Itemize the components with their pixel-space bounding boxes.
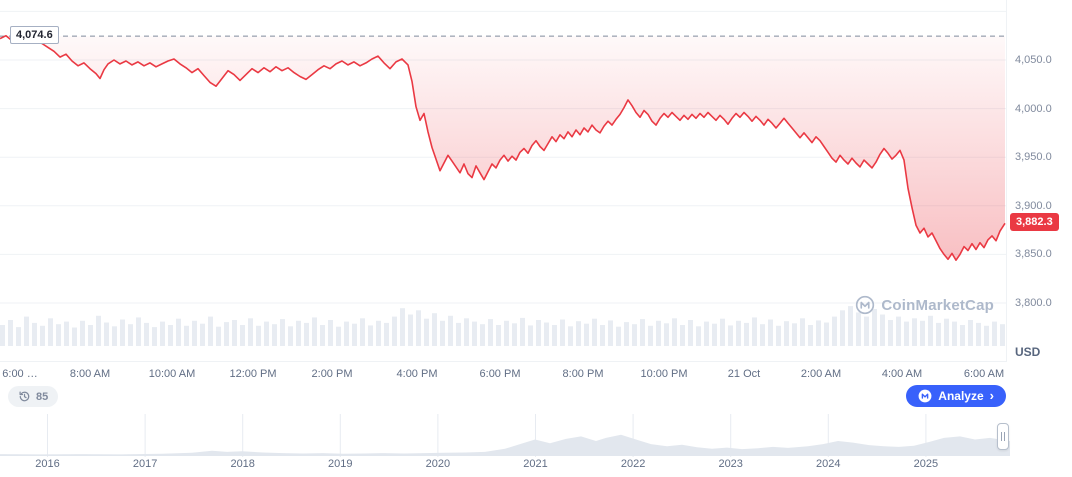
time-axis-label: 10:00 AM — [148, 368, 196, 380]
coinmarketcap-watermark: CoinMarketCap — [855, 295, 994, 315]
analyze-button[interactable]: Analyze › — [906, 385, 1006, 407]
watermark-text: CoinMarketCap — [881, 296, 994, 314]
price-axis-label: 3,900.0 — [1015, 199, 1052, 212]
price-axis-label: 3,950.0 — [1015, 151, 1052, 164]
coinmarketcap-logo-icon — [856, 295, 875, 315]
time-axis-label: 10:00 PM — [640, 368, 688, 380]
history-count: 85 — [36, 390, 49, 403]
price-axis[interactable]: 3,882.3 USD 4,050.0 4,000.0 3,950.0 3,900.0… — [1008, 0, 1072, 362]
navigator-year-label: 2022 — [620, 458, 646, 470]
navigator-chart[interactable] — [0, 414, 1010, 458]
time-axis[interactable]: 6:00 … 8:00 AM 10:00 AM 12:00 PM 2:00 PM 4:00… — [0, 363, 1007, 385]
navigator-year-label: 2023 — [718, 458, 743, 470]
range-navigator[interactable] — [0, 414, 1010, 458]
price-axis-label: 3,850.0 — [1015, 248, 1052, 261]
time-axis-label: 2:00 AM — [800, 368, 842, 380]
time-axis-label: 6:00 PM — [479, 368, 521, 380]
navigator-year-label: 2018 — [230, 458, 255, 470]
price-chart[interactable] — [0, 0, 1007, 362]
time-axis-label: 6:00 AM — [963, 368, 1005, 380]
open-price-label: 4,074.6 — [10, 26, 59, 45]
navigator-year-label: 2019 — [328, 458, 353, 470]
main-chart-area: 4,074.6 CoinMarketCap — [0, 0, 1007, 362]
time-axis-label: 4:00 PM — [396, 368, 438, 380]
navigator-right-handle[interactable] — [997, 423, 1009, 450]
time-axis-label: 21 Oct — [727, 368, 761, 380]
navigator-year-label: 2021 — [523, 458, 548, 470]
time-axis-label: 6:00 … — [2, 368, 38, 380]
navigator-year-label: 2025 — [913, 458, 939, 470]
navigator-year-label: 2017 — [132, 458, 158, 470]
history-icon — [19, 391, 30, 402]
time-axis-label: 4:00 AM — [881, 368, 923, 380]
navigator-year-label: 2024 — [816, 458, 841, 470]
time-axis-label: 8:00 PM — [562, 368, 604, 380]
analyze-label: Analyze — [938, 389, 984, 403]
navigator-year-label: 2020 — [425, 458, 451, 470]
chevron-right-icon: › — [989, 388, 994, 403]
current-price-badge: 3,882.3 — [1010, 213, 1059, 231]
bar-replay-button[interactable]: 85 — [8, 386, 59, 407]
cmc-logo-icon — [918, 389, 932, 403]
navigator-years: 2016 2017 2018 2019 2020 2021 2022 2023 2024 2025 — [0, 458, 1010, 474]
price-axis-label: 4,050.0 — [1015, 54, 1052, 66]
time-axis-label: 8:00 AM — [69, 368, 111, 380]
currency-label: USD — [1015, 345, 1041, 359]
price-axis-label: 3,800.0 — [1015, 297, 1052, 309]
navigator-year-label: 2016 — [35, 458, 60, 470]
time-axis-label: 2:00 PM — [311, 368, 353, 380]
price-axis-label: 4,000.0 — [1015, 102, 1052, 115]
time-axis-label: 12:00 PM — [229, 368, 277, 380]
